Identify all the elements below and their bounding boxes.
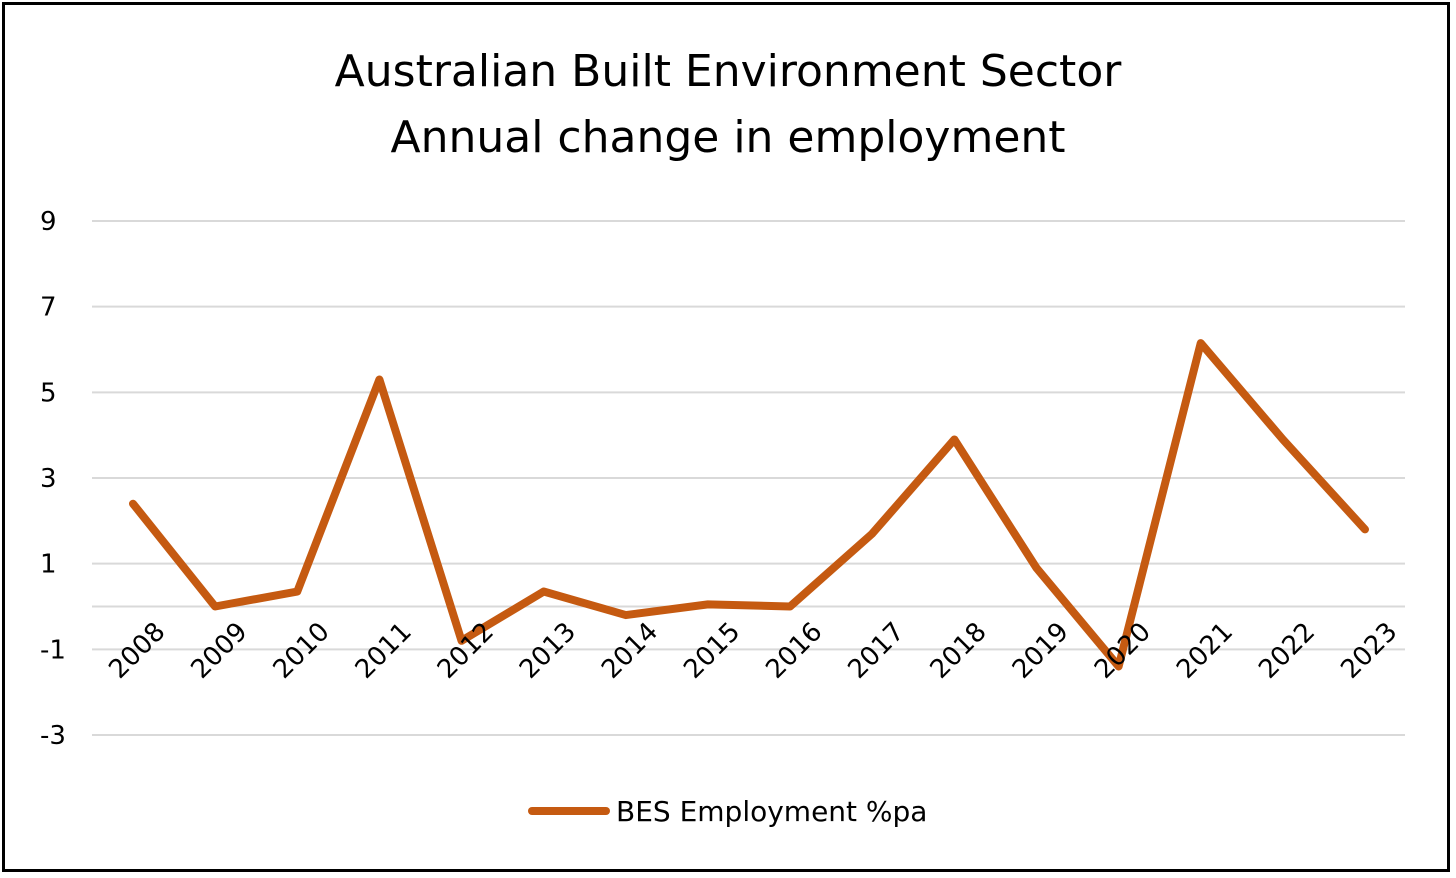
x-tick-label: 2020 [1089, 617, 1157, 685]
x-tick-label: 2008 [103, 617, 171, 685]
y-tick-label: 9 [40, 207, 57, 237]
x-tick-label: 2013 [514, 617, 582, 685]
x-tick-label: 2011 [350, 617, 418, 685]
chart-subtitle: Annual change in employment [390, 112, 1066, 163]
y-tick-label: 5 [40, 378, 57, 408]
x-tick-label: 2023 [1335, 617, 1403, 685]
series-layer [129, 339, 1369, 671]
x-tick-label: 2018 [925, 617, 993, 685]
x-axis: 2008 2009 2010 2011 2012 2013 2014 2015 2016 2017… [103, 617, 1403, 685]
y-tick-label: 3 [40, 464, 57, 494]
x-tick-label: 2015 [678, 617, 746, 685]
x-tick-label: 2014 [596, 617, 664, 685]
x-tick-label: 2009 [185, 617, 253, 685]
chart-title: Australian Built Environment Sector [334, 46, 1122, 97]
y-tick-label: 7 [40, 293, 57, 323]
x-tick-label: 2019 [1007, 617, 1075, 685]
y-tick-label: -3 [40, 721, 66, 751]
y-tick-label: -1 [40, 635, 66, 665]
legend-label: BES Employment %pa [616, 795, 927, 828]
x-tick-label: 2021 [1171, 617, 1239, 685]
x-tick-label: 2022 [1253, 617, 1321, 685]
y-axis: 9 7 5 3 1 -1 -3 [40, 207, 66, 751]
series-line [129, 339, 1369, 671]
y-tick-label: 1 [40, 550, 57, 580]
x-tick-label: 2010 [268, 617, 336, 685]
legend: BES Employment %pa [528, 795, 927, 828]
x-tick-label: 2016 [760, 617, 828, 685]
x-tick-label: 2017 [843, 617, 911, 685]
